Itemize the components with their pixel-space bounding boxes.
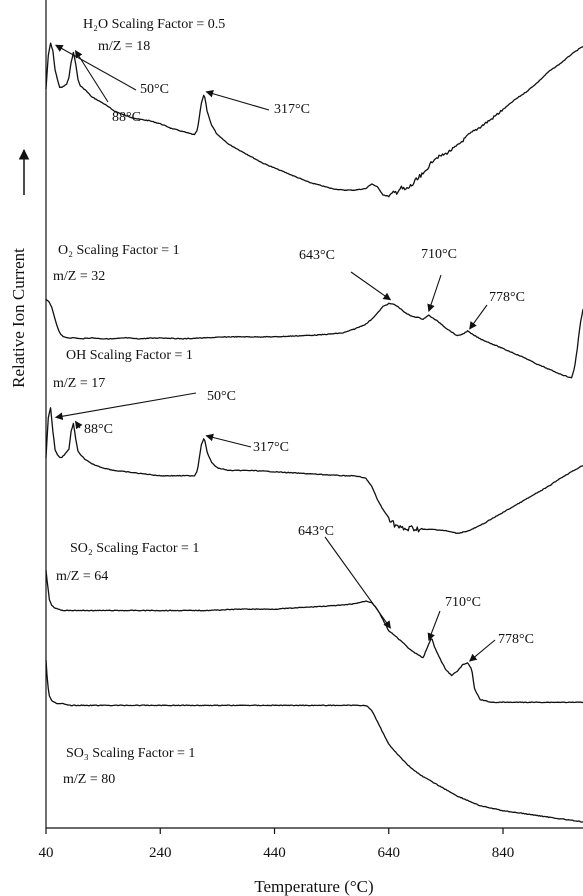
y-axis-label: Relative Ion Current bbox=[9, 248, 28, 388]
x-tick-label: 240 bbox=[149, 845, 172, 861]
series-label-so3: m/Z = 80 bbox=[63, 772, 115, 787]
series-line-so2 bbox=[45, 570, 583, 704]
series-line-h2o bbox=[45, 42, 583, 198]
annotation-label: 317°C bbox=[274, 102, 310, 117]
annotation-label: 643°C bbox=[299, 248, 335, 263]
series-label-o2: O₂ Scaling Factor = 1 bbox=[58, 243, 180, 258]
annotation-arrow bbox=[469, 639, 496, 662]
series-line-oh bbox=[45, 407, 583, 535]
annotation-label: 710°C bbox=[421, 247, 457, 262]
annotation-label: 88°C bbox=[112, 110, 141, 125]
x-axis-label: Temperature (°C) bbox=[254, 877, 373, 896]
y-axis-label-group: Relative Ion Current bbox=[9, 248, 28, 388]
annotation-arrow bbox=[55, 44, 137, 91]
annotation-arrow bbox=[205, 433, 252, 448]
annotation-arrow bbox=[427, 274, 442, 313]
annotation-arrow bbox=[74, 420, 83, 430]
annotation-label: 88°C bbox=[84, 422, 113, 437]
x-tick-label: 40 bbox=[39, 845, 54, 861]
series-label-h2o: H₂O Scaling Factor = 0.5 bbox=[83, 17, 225, 32]
annotation-arrow bbox=[324, 536, 391, 629]
annotation-label: 643°C bbox=[298, 524, 334, 539]
annotations: 50°C 88°C 317°C 643°C 710°C 778°C 50°C 88°C 317°… bbox=[54, 44, 534, 662]
x-ticks: 40 240 440 640 840 bbox=[39, 828, 515, 861]
annotation-arrow bbox=[427, 610, 441, 641]
annotation-arrow bbox=[74, 49, 109, 103]
series-label-so2: m/Z = 64 bbox=[56, 569, 108, 584]
x-tick-label: 840 bbox=[492, 845, 515, 861]
annotation-label: 778°C bbox=[489, 290, 525, 305]
annotation-label: 710°C bbox=[445, 595, 481, 610]
annotation-label: 317°C bbox=[253, 440, 289, 455]
annotation-label: 778°C bbox=[498, 632, 534, 647]
series-label-oh: m/Z = 17 bbox=[53, 376, 105, 391]
series-label-o2: m/Z = 32 bbox=[53, 269, 105, 284]
annotation-arrow bbox=[205, 89, 270, 111]
series-label-so3: SO₃ Scaling Factor = 1 bbox=[66, 746, 195, 761]
series-label-h2o: m/Z = 18 bbox=[98, 39, 150, 54]
annotation-label: 50°C bbox=[140, 82, 169, 97]
series-traces bbox=[45, 42, 583, 823]
annotation-arrow bbox=[350, 271, 392, 301]
series-label-oh: OH Scaling Factor = 1 bbox=[66, 348, 193, 363]
annotation-arrow bbox=[469, 304, 488, 330]
series-label-so2: SO₂ Scaling Factor = 1 bbox=[70, 541, 199, 556]
annotation-arrow bbox=[54, 392, 197, 421]
series-labels: H₂O Scaling Factor = 0.5 m/Z = 18 O₂ Scali… bbox=[53, 17, 225, 787]
axes bbox=[45, 0, 583, 829]
annotation-label: 50°C bbox=[207, 389, 236, 404]
series-line-so3 bbox=[45, 660, 583, 823]
x-tick-label: 640 bbox=[378, 845, 401, 861]
series-line-o2 bbox=[45, 298, 583, 379]
x-tick-label: 440 bbox=[263, 845, 286, 861]
